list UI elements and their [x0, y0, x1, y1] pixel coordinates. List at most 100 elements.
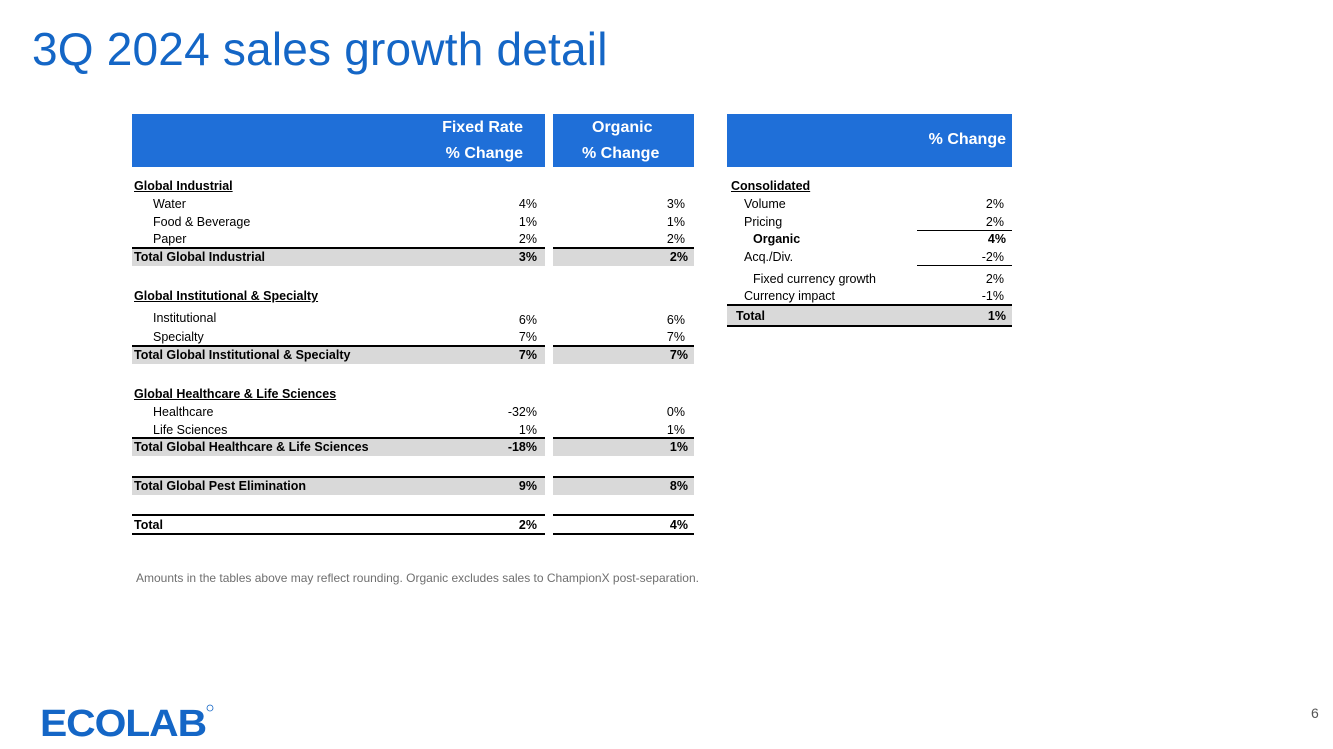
total-row-bg: [132, 347, 545, 364]
row-label: Paper: [153, 232, 187, 246]
total-row-bg: [132, 439, 545, 456]
row-value: 2%: [985, 197, 1004, 211]
divider: [917, 265, 1012, 266]
row-label: Volume: [744, 197, 786, 211]
total-label: Total: [736, 309, 765, 323]
table-row: Acq./Div. -2%: [727, 249, 1012, 266]
row-value: -2%: [981, 250, 1004, 264]
organic-header-line2: % Change: [582, 145, 660, 162]
total-label: Total Global Institutional & Specialty: [134, 348, 351, 362]
organic-value: 2%: [669, 250, 688, 264]
row-label: Fixed currency growth: [753, 272, 876, 286]
consolidated-total-row: Total 1%: [727, 308, 1012, 325]
organic-value: 1%: [666, 215, 685, 229]
row-value: 4%: [987, 232, 1006, 246]
divider: [727, 325, 1012, 327]
row-value: 1%: [987, 309, 1006, 323]
footnote: Amounts in the tables above may reflect …: [136, 571, 699, 585]
table-row: Currency impact -1%: [727, 288, 1012, 305]
fixed-value: 4%: [518, 197, 537, 211]
row-label: Specialty: [153, 330, 204, 344]
fixed-rate-header-line2: % Change: [445, 145, 523, 162]
row-value: 2%: [985, 272, 1004, 286]
divider: [553, 247, 694, 249]
fixed-value: 7%: [518, 348, 537, 362]
divider: [132, 533, 545, 535]
row-label: Organic: [753, 232, 801, 246]
page-title: 3Q 2024 sales growth detail: [32, 23, 608, 75]
row-label: Food & Beverage: [153, 215, 251, 229]
table-row: Food & Beverage 1% 1%: [0, 214, 700, 231]
pest-elimination-row: Total Global Pest Elimination 9% 8%: [0, 478, 700, 495]
organic-value: 1%: [669, 440, 688, 454]
pct-change-header-label: % Change: [928, 131, 1006, 148]
table-row: Paper 2% 2%: [0, 231, 700, 248]
total-row: Total Global Healthcare & Life Sciences …: [0, 439, 700, 456]
fixed-rate-header: Fixed Rate % Change: [132, 114, 545, 167]
total-row-bg: [132, 478, 545, 495]
fixed-value: 6%: [518, 313, 537, 327]
organic-value: 7%: [669, 348, 688, 362]
divider: [553, 514, 694, 516]
page-number: 6: [1311, 705, 1319, 721]
row-label: Acq./Div.: [744, 250, 794, 264]
total-label: Total Global Industrial: [134, 250, 266, 264]
table-row: Specialty 7% 7%: [0, 329, 700, 346]
row-value: 2%: [985, 215, 1004, 229]
table-row: Healthcare -32% 0%: [0, 404, 700, 421]
organic-header-line1: Organic: [592, 119, 653, 136]
organic-value: 7%: [666, 330, 685, 344]
divider: [553, 533, 694, 535]
fixed-value: 1%: [518, 423, 537, 437]
row-value: -1%: [981, 289, 1004, 303]
organic-value: 2%: [666, 232, 685, 246]
organic-value: 8%: [669, 479, 688, 493]
ecolab-logo-mark: ECOLAB: [40, 703, 214, 745]
total-row-bg: [553, 439, 694, 456]
table-row: Organic 4%: [727, 231, 1012, 248]
section-global-healthcare: Global Healthcare & Life Sciences: [134, 387, 337, 401]
fixed-value: 2%: [518, 232, 537, 246]
divider: [132, 247, 545, 249]
grand-total-row: Total 2% 4%: [0, 517, 700, 534]
total-label: Total: [134, 518, 163, 532]
total-label: Total Global Healthcare & Life Sciences: [134, 440, 369, 454]
table-row: Water 4% 3%: [0, 196, 700, 213]
total-row: Total Global Industrial 3% 2%: [0, 249, 700, 266]
fixed-value: -18%: [507, 440, 537, 454]
row-label: Water: [153, 197, 186, 211]
fixed-value: 9%: [518, 479, 537, 493]
total-label: Total Global Pest Elimination: [134, 479, 307, 493]
total-row: Total Global Institutional & Specialty 7…: [0, 347, 700, 364]
row-label: Institutional: [153, 311, 217, 325]
ecolab-logo: ECOLAB: [40, 702, 215, 747]
divider: [132, 514, 545, 516]
organic-value: 0%: [666, 405, 685, 419]
section-consolidated: Consolidated: [731, 179, 811, 193]
row-label: Currency impact: [744, 289, 835, 303]
table-row: Institutional 6% 6%: [0, 310, 700, 327]
total-row-bg: [553, 249, 694, 266]
pct-change-header: % Change: [727, 114, 1012, 167]
divider: [553, 476, 694, 478]
section-global-industrial: Global Industrial: [134, 179, 233, 193]
divider: [132, 345, 545, 347]
divider: [727, 304, 1012, 306]
table-row: Pricing 2%: [727, 214, 1012, 231]
ecolab-logo-text: ECOLAB: [40, 703, 206, 742]
total-row-bg: [553, 478, 694, 495]
section-global-institutional: Global Institutional & Specialty: [134, 289, 319, 303]
divider: [132, 437, 545, 439]
organic-value: 3%: [666, 197, 685, 211]
organic-value: 4%: [669, 518, 688, 532]
total-row-bg: [553, 347, 694, 364]
row-label: Healthcare: [153, 405, 214, 419]
row-label: Life Sciences: [153, 423, 228, 437]
divider: [132, 476, 545, 478]
fixed-value: -32%: [507, 405, 537, 419]
organic-value: 1%: [666, 423, 685, 437]
table-row: Life Sciences 1% 1%: [0, 422, 700, 439]
organic-value: 6%: [666, 313, 685, 327]
table-row: Volume 2%: [727, 196, 1012, 213]
fixed-value: 7%: [518, 330, 537, 344]
